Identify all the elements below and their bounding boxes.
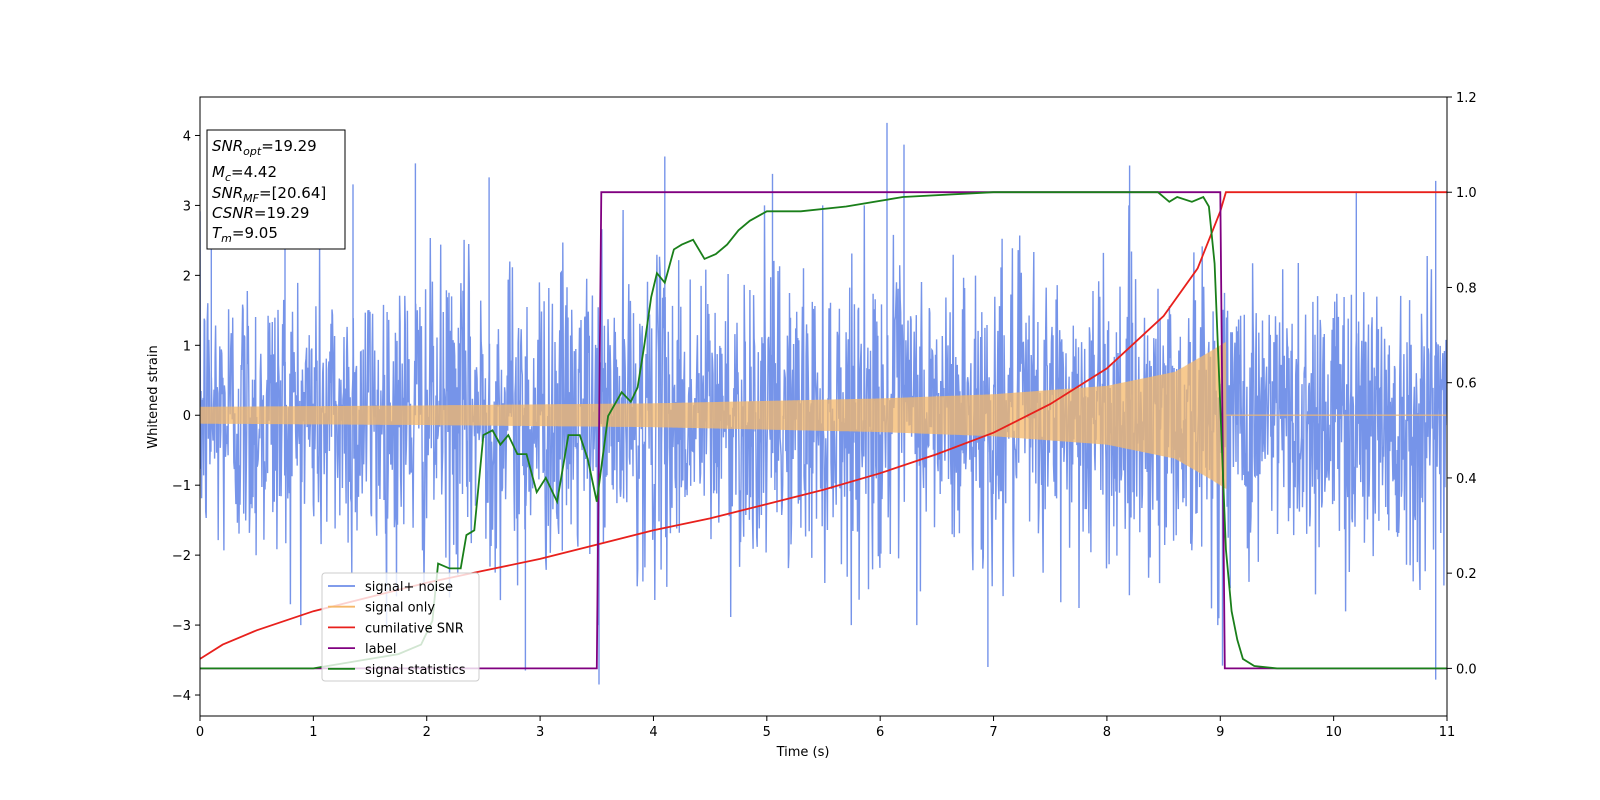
x-tick-label: 4 [649, 725, 657, 740]
y-tick-label: 0 [183, 409, 191, 424]
x-tick-label: 8 [1103, 725, 1111, 740]
x-tick-label: 3 [536, 725, 544, 740]
info-line: CSNR=19.29 [212, 204, 309, 222]
x-tick-label: 10 [1325, 725, 1342, 740]
series-signal-only [200, 342, 1447, 489]
x-tick-label: 11 [1439, 725, 1456, 740]
legend: signal+ noise signal only cumilative SNR la… [321, 572, 480, 682]
series-label [200, 191, 1447, 670]
info-line: Mc=4.42 [212, 163, 277, 184]
y2-tick-label: 1.0 [1456, 186, 1477, 201]
legend-label: signal only [365, 601, 435, 616]
x-tick-label: 6 [876, 725, 884, 740]
x-tick-label: 9 [1216, 725, 1224, 740]
legend-label: cumilative SNR [365, 621, 464, 636]
x-axis-label: Time (s) [776, 745, 830, 760]
y2-tick-label: 0.4 [1456, 472, 1477, 487]
y-tick-label: −4 [172, 689, 191, 704]
info-box: SNRopt=19.29 Mc=4.42SNRMF=[20.64]CSNR=19.… [206, 129, 346, 250]
y-tick-label: −2 [172, 549, 191, 564]
info-box-frame [206, 129, 346, 250]
info-line: Tm=9.05 [212, 224, 278, 245]
y-tick-label: 3 [183, 199, 191, 214]
legend-label: signal statistics [365, 663, 466, 678]
y-tick-label: 2 [183, 269, 191, 284]
y2-tick-label: 0.0 [1456, 662, 1477, 677]
y-tick-label: 4 [183, 129, 191, 144]
y-tick-label: −1 [172, 479, 191, 494]
legend-label: signal+ noise [365, 580, 453, 595]
y2-tick-label: 0.8 [1456, 281, 1477, 296]
y-axis-label: Whitened strain [146, 345, 161, 448]
y2-tick-label: 0.2 [1456, 567, 1477, 582]
axes: 0 1 2 3 4 5 6 7 8 9 10 11 −4 −3 −2 −1 0 1 2 3 4 0.0 0.2 0.4 0.6 0… [172, 91, 1477, 740]
info-line: SNRMF=[20.64] [212, 184, 326, 205]
x-tick-label: 1 [309, 725, 317, 740]
legend-frame [321, 572, 480, 682]
x-tick-label: 0 [196, 725, 204, 740]
y-tick-label: 1 [183, 339, 191, 354]
axes-frame [199, 96, 1448, 717]
y2-tick-label: 0.6 [1456, 377, 1477, 392]
x-tick-label: 2 [423, 725, 431, 740]
y-tick-label: −3 [172, 619, 191, 634]
legend-label: label [365, 642, 396, 657]
x-tick-label: 7 [989, 725, 997, 740]
series-signal-noise [200, 122, 1447, 685]
info-line: SNRopt=19.29 [212, 137, 317, 158]
y2-tick-label: 1.2 [1456, 91, 1477, 106]
series-signal-statistics [200, 191, 1447, 670]
x-tick-label: 5 [763, 725, 771, 740]
